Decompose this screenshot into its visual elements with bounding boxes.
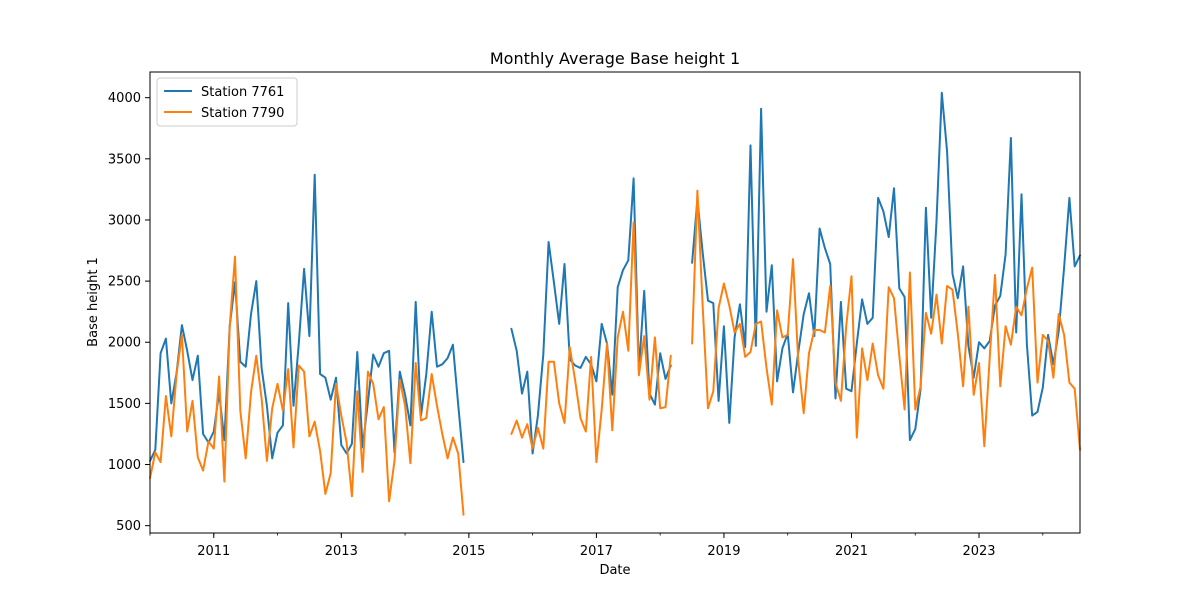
y-tick-label: 2500 xyxy=(108,275,141,290)
x-tick-label: 2023 xyxy=(962,544,995,559)
y-axis-label: Base height 1 xyxy=(86,257,101,347)
series-line-1-segment-3 xyxy=(691,91,1081,442)
x-tick-label: 2017 xyxy=(580,544,613,559)
x-axis: 2011 2013 2015 2017 2019 2021 2023 xyxy=(149,533,1044,559)
y-tick-label: 4000 xyxy=(108,91,141,106)
legend: Station 7761 Station 7790 xyxy=(156,77,298,127)
x-tick-label: 2021 xyxy=(835,544,868,559)
y-tick-label: 3000 xyxy=(108,213,141,228)
legend-label-1: Station 7761 xyxy=(201,85,284,100)
x-axis-label: Date xyxy=(599,563,630,578)
legend-label-2: Station 7790 xyxy=(201,106,284,121)
plot-background xyxy=(150,72,1080,533)
x-tick-label: 2015 xyxy=(452,544,485,559)
y-tick-label: 3500 xyxy=(108,152,141,167)
y-axis: 500 1000 1500 2000 2500 3000 3500 4000 xyxy=(108,91,150,534)
y-tick-label: 2000 xyxy=(108,336,141,351)
series-line-2-segment-3 xyxy=(691,189,1081,451)
y-tick-label: 1000 xyxy=(108,458,141,473)
plot-frame xyxy=(149,71,1081,534)
series-line-2-segment-1 xyxy=(149,255,465,516)
y-tick-label: 500 xyxy=(116,519,141,534)
x-tick-label: 2013 xyxy=(325,544,358,559)
chart-title: Monthly Average Base height 1 xyxy=(490,49,740,68)
x-tick-label: 2019 xyxy=(707,544,740,559)
y-tick-label: 1500 xyxy=(108,397,141,412)
series-line-1-segment-1 xyxy=(149,173,465,464)
series-layer xyxy=(149,91,1081,516)
x-tick-label: 2011 xyxy=(197,544,230,559)
plot-area xyxy=(150,72,1080,533)
series-line-2-segment-2 xyxy=(510,221,672,464)
